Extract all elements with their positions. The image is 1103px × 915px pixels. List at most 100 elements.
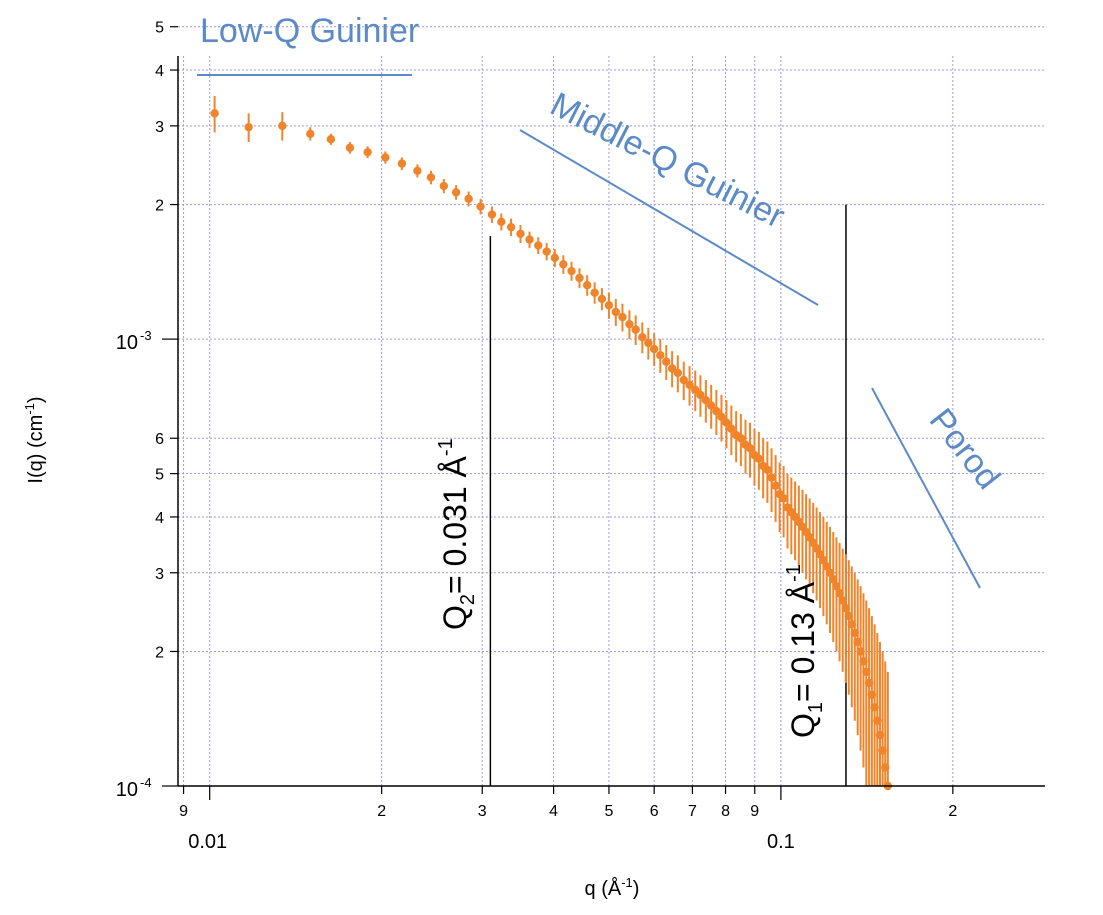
data-point — [691, 385, 700, 395]
x-tick-label: 6 — [650, 803, 659, 820]
q1-label: Q1= 0.13 Å-1 — [783, 564, 827, 738]
data-point — [550, 253, 560, 263]
x-tick-label: 5 — [604, 803, 613, 820]
y-tick-label: 3 — [155, 119, 164, 136]
data-point — [638, 332, 647, 342]
data-point — [506, 222, 516, 232]
data-point — [832, 581, 841, 591]
data-point — [835, 589, 844, 598]
data-point — [464, 194, 473, 204]
data-point — [771, 481, 780, 490]
data-point — [278, 121, 287, 131]
data-point — [534, 241, 543, 250]
x-tick-label: 9 — [179, 803, 188, 820]
data-point — [426, 173, 436, 182]
middle-q-guinier-line — [519, 129, 819, 306]
data-point — [829, 575, 838, 584]
data-point — [363, 147, 372, 157]
x-tick-label: 7 — [688, 803, 697, 820]
data-point — [736, 434, 746, 443]
data-point — [381, 153, 390, 162]
data-point — [673, 368, 683, 378]
data-point — [582, 281, 592, 290]
y-tick-label: 3 — [155, 566, 164, 583]
data-point — [497, 217, 506, 227]
y-tick-label: 2 — [155, 644, 164, 661]
porod-label: Porod — [922, 402, 1008, 497]
data-point — [656, 351, 665, 360]
y-tick-label: 6 — [155, 0, 164, 1]
data-point — [476, 202, 485, 211]
data-point — [701, 395, 711, 405]
data-point — [559, 260, 568, 269]
data-point — [439, 181, 449, 191]
data-point — [679, 375, 688, 385]
annotation-lines — [197, 74, 981, 786]
data-point — [597, 294, 607, 304]
y-tick-label: 10 -4 — [116, 775, 152, 801]
data-point — [727, 424, 736, 433]
y-tick-label: 10 -3 — [116, 328, 152, 354]
data-point — [451, 188, 461, 197]
data-point — [819, 556, 828, 565]
data-point — [542, 247, 551, 256]
data-point — [604, 301, 614, 310]
data-point — [210, 109, 219, 118]
y-tick-label: 5 — [155, 20, 164, 37]
low-q-guinier-label: Low-Q Guinier — [200, 12, 419, 50]
data-point — [696, 390, 705, 400]
data-point — [767, 473, 776, 482]
y-tick-label: 4 — [155, 63, 164, 80]
data-point — [825, 568, 835, 577]
data-point — [779, 494, 788, 503]
porod-line — [871, 387, 981, 589]
data-point — [631, 325, 640, 334]
y-tick-label: 2 — [155, 198, 164, 215]
data-point — [625, 319, 634, 329]
axes — [162, 26, 1045, 800]
data-point — [567, 266, 576, 276]
data-point — [618, 312, 627, 322]
data-point — [722, 418, 731, 427]
data-point — [345, 143, 355, 152]
x-tick-label: 0.01 — [188, 831, 227, 853]
data-point — [590, 288, 599, 297]
data-point — [754, 454, 764, 463]
data-point — [516, 229, 525, 239]
data-point — [667, 364, 677, 373]
x-tick-label: 9 — [750, 803, 759, 820]
data-point — [244, 122, 253, 132]
data-points — [210, 95, 893, 791]
data-point — [662, 357, 671, 366]
y-tick-label: 5 — [155, 467, 164, 484]
data-point — [397, 159, 407, 168]
data-point — [525, 235, 534, 244]
middle-q-guinier-label: Middle-Q Guinier — [544, 85, 790, 236]
data-point — [644, 338, 653, 348]
x-tick-label: 4 — [549, 803, 558, 820]
x-tick-label: 2 — [377, 803, 386, 820]
data-point — [706, 401, 716, 410]
data-point — [712, 406, 721, 416]
y-tick-label: 4 — [155, 510, 164, 527]
data-point — [326, 135, 336, 144]
x-tick-label: 8 — [721, 803, 730, 820]
data-point — [575, 273, 584, 283]
data-point — [822, 562, 831, 571]
y-axis-label: I(q) (cm-1) — [22, 396, 47, 483]
data-point — [717, 412, 726, 422]
data-point — [649, 344, 659, 354]
data-point — [745, 443, 755, 453]
tick-labels: 90.01234567890.1210-42345610-32345610-22… — [116, 0, 958, 853]
y-tick-label: 6 — [155, 431, 164, 448]
x-tick-label: 2 — [948, 803, 957, 820]
data-point — [487, 210, 497, 219]
x-tick-label: 0.1 — [767, 831, 795, 853]
data-point — [763, 465, 772, 474]
data-point — [413, 166, 422, 176]
x-axis-label: q (Å-1) — [585, 875, 640, 900]
q2-label: Q2= 0.031 Å-1 — [435, 438, 479, 630]
x-tick-label: 3 — [478, 803, 487, 820]
